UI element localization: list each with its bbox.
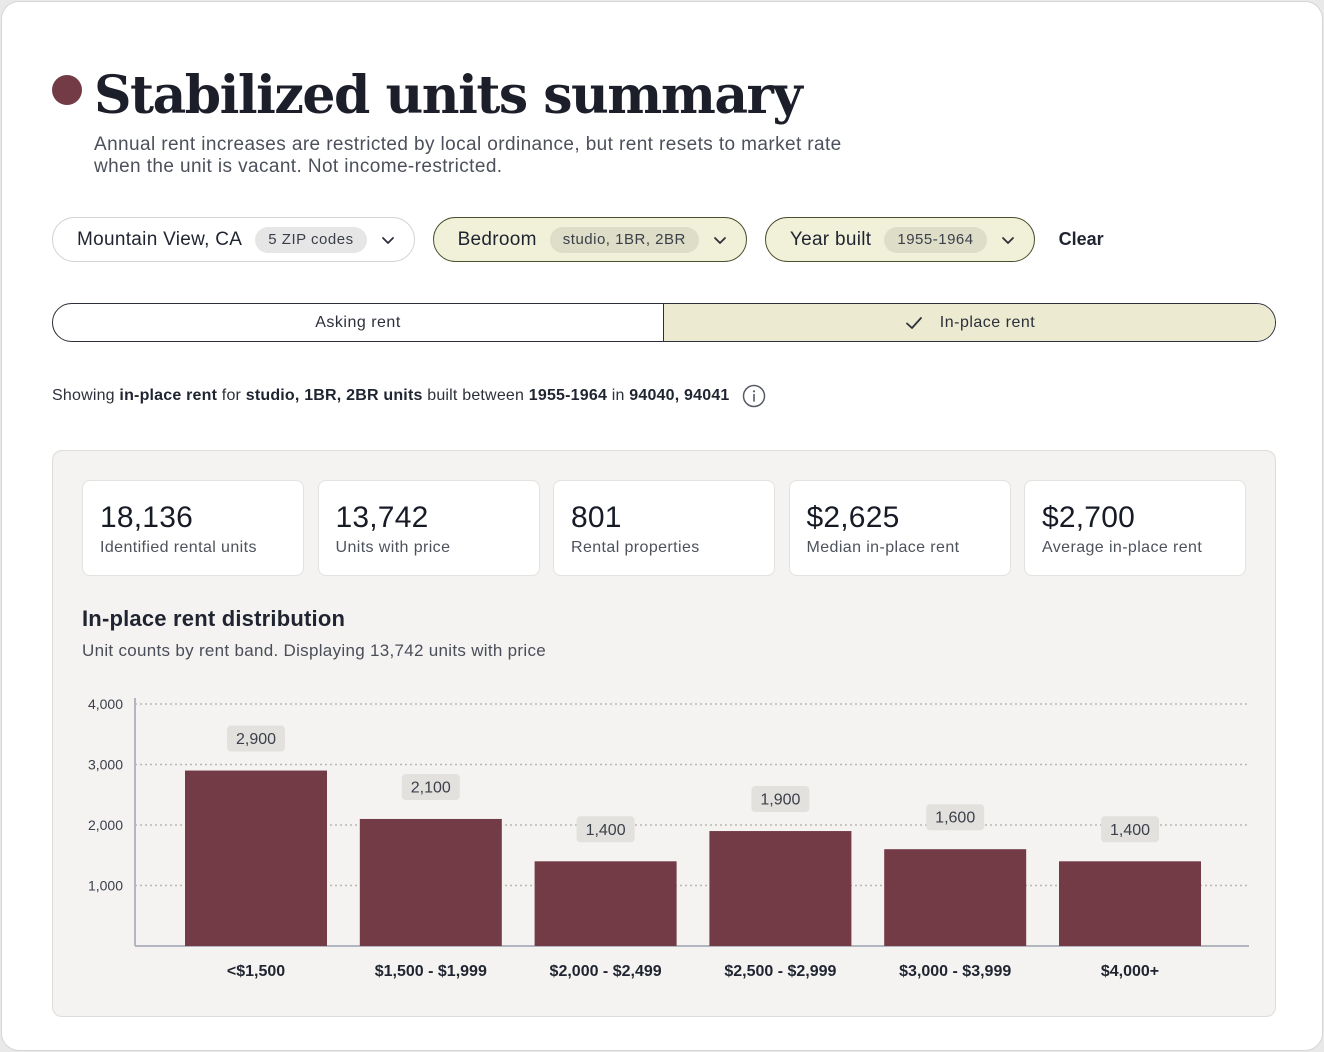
bar (534, 861, 677, 946)
chart-subtitle: Unit counts by rent band. Displaying 13,… (82, 641, 547, 660)
x-category-label: $2,500 - $2,999 (724, 963, 836, 980)
x-category-label: $3,000 - $3,999 (899, 963, 1011, 980)
bar (359, 818, 502, 946)
bar-value-label: 1,400 (1110, 822, 1150, 839)
stat-value: 13,742 (335, 501, 429, 534)
stat-card: 801 Rental properties (553, 480, 775, 576)
showing-units: studio, 1BR, 2BR units (245, 387, 423, 404)
location-filter[interactable]: Mountain View, CA 5 ZIP codes (52, 217, 415, 262)
showing-text-2: for (217, 387, 246, 404)
clear-filters-button[interactable]: Clear (1058, 229, 1104, 249)
chevron-down-icon (1001, 236, 1014, 244)
showing-text-3: built between (422, 387, 529, 404)
bar-value-badge (751, 786, 810, 813)
y-tick-label: 3,000 (88, 757, 123, 773)
location-filter-label: Mountain View, CA (77, 228, 243, 250)
bar (185, 770, 327, 946)
stat-label: Units with price (335, 539, 451, 556)
page-title: Stabilized units summary (94, 65, 803, 126)
stat-label: Rental properties (571, 539, 700, 556)
stat-label: Median in-place rent (806, 539, 960, 556)
page-subtitle: Annual rent increases are restricted by … (94, 134, 994, 178)
stat-card: $2,625 Median in-place rent (788, 480, 1011, 576)
info-icon[interactable] (742, 384, 766, 408)
summary-panel: 18,136 Identified rental units 13,742 Un… (52, 450, 1276, 1017)
bar-value-label: 1,600 (935, 810, 975, 827)
subtitle-line-1: Annual rent increases are restricted by … (94, 134, 842, 155)
stat-value: $2,700 (1042, 501, 1135, 534)
showing-years: 1955-1964 (528, 387, 608, 404)
bar (709, 831, 852, 946)
subtitle-line-2: when the unit is vacant. Not income-rest… (94, 156, 503, 177)
stat-value: 801 (571, 501, 622, 534)
bar-value-badge (576, 816, 635, 843)
year-built-filter-label: Year built (789, 228, 872, 250)
showing-text-1: Showing (52, 387, 120, 404)
bar-value-badge (1101, 816, 1159, 843)
bedroom-filter-tag: studio, 1BR, 2BR (549, 226, 699, 253)
asking-rent-label: Asking rent (315, 313, 401, 331)
x-category-label: $1,500 - $1,999 (375, 963, 487, 980)
showing-zips: 94040, 94041 (629, 387, 730, 404)
location-filter-tag: 5 ZIP codes (255, 226, 367, 253)
y-tick-label: 1,000 (88, 878, 123, 894)
stat-label: Average in-place rent (1042, 539, 1203, 556)
stat-value: 18,136 (100, 501, 193, 534)
title-row: Stabilized units summary (52, 64, 803, 128)
check-icon (905, 316, 922, 329)
bar (884, 849, 1027, 946)
showing-text-4: in (607, 387, 630, 404)
bar (1059, 861, 1201, 946)
bar-value-label: 1,900 (760, 792, 800, 809)
x-category-label: <$1,500 (227, 963, 285, 980)
x-category-label: $2,000 - $2,499 (550, 963, 662, 980)
bedroom-filter-label: Bedroom (457, 228, 537, 250)
bar-value-label: 1,400 (586, 822, 626, 839)
asking-rent-option[interactable]: Asking rent (53, 304, 664, 341)
chevron-down-icon (713, 236, 726, 244)
year-built-filter[interactable]: Year built 1955-1964 (764, 217, 1035, 262)
in-place-rent-label: In-place rent (939, 313, 1036, 331)
bar-value-badge (401, 773, 460, 800)
bar-value-badge (926, 804, 985, 831)
bedroom-filter[interactable]: Bedroom studio, 1BR, 2BR (432, 217, 747, 262)
stat-card: $2,700 Average in-place rent (1024, 480, 1246, 576)
bar-value-badge (227, 725, 285, 752)
bar-value-label: 2,900 (236, 731, 276, 748)
y-tick-label: 4,000 (88, 696, 123, 712)
chevron-down-icon (381, 236, 394, 244)
stat-card: 13,742 Units with price (317, 480, 540, 576)
y-tick-label: 2,000 (88, 817, 123, 833)
stat-value: $2,625 (806, 501, 900, 534)
stat-card: 18,136 Identified rental units (82, 480, 304, 576)
rent-distribution-chart: 1,000 2,000 3,000 4,000 2,900 <$1,500 2,100 $1,… (88, 696, 1249, 980)
stat-label: Identified rental units (100, 539, 257, 556)
rent-type-toggle: Asking rent In-place rent (52, 303, 1276, 342)
showing-summary: Showing in-place rent for studio, 1BR, 2… (52, 383, 766, 409)
x-category-label: $4,000+ (1101, 963, 1159, 980)
in-place-rent-option[interactable]: In-place rent (664, 304, 1275, 341)
stats-row: 18,136 Identified rental units 13,742 Un… (82, 480, 1246, 576)
chart-title: In-place rent distribution (82, 606, 346, 631)
status-dot-icon (52, 75, 82, 105)
filter-bar: Mountain View, CA 5 ZIP codes Bedroom st… (52, 217, 1104, 262)
showing-rent-type: in-place rent (119, 387, 218, 404)
year-built-filter-tag: 1955-1964 (884, 226, 987, 253)
bar-value-label: 2,100 (411, 779, 451, 796)
